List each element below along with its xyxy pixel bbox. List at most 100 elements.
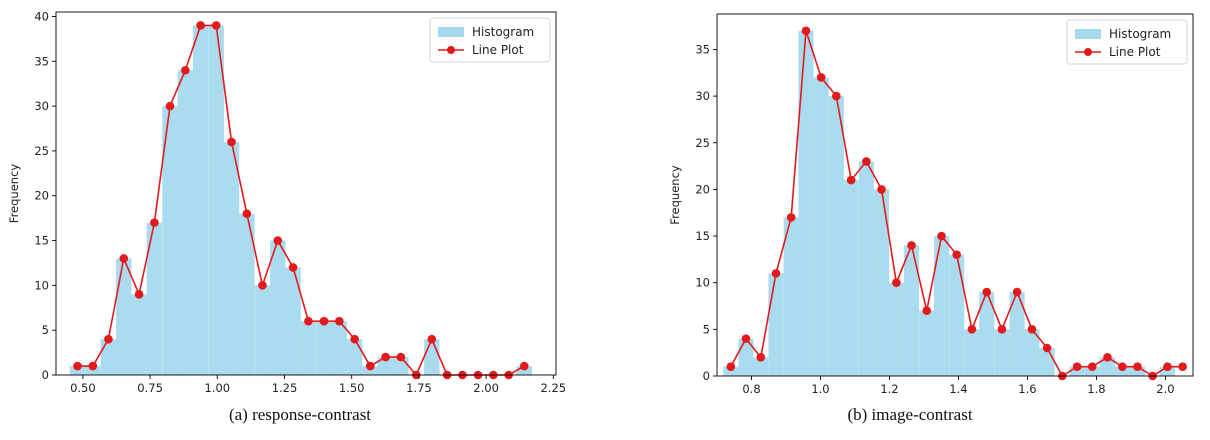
x-tick-label: 1.00 bbox=[204, 381, 230, 395]
x-tick-label: 0.75 bbox=[137, 381, 163, 395]
line-plot-point bbox=[319, 316, 329, 326]
line-plot-point bbox=[862, 157, 871, 166]
x-tick-label: 2.25 bbox=[541, 381, 567, 395]
histogram-bar bbox=[873, 189, 890, 376]
line-plot-point bbox=[519, 361, 529, 371]
x-tick-label: 1.4 bbox=[949, 382, 967, 396]
histogram-bar bbox=[177, 70, 194, 375]
line-plot-point bbox=[1072, 362, 1082, 371]
line-plot-point bbox=[181, 65, 190, 75]
histogram-bar bbox=[223, 141, 240, 375]
line-plot-point bbox=[288, 263, 298, 272]
histogram-bar bbox=[919, 310, 935, 376]
histogram-bar bbox=[362, 366, 378, 375]
y-tick-label: 15 bbox=[34, 234, 49, 248]
histogram-bar bbox=[949, 254, 965, 376]
histogram-bar bbox=[331, 321, 348, 375]
histogram-bar bbox=[1099, 357, 1115, 376]
histogram-bar bbox=[904, 245, 920, 376]
line-plot-point bbox=[741, 334, 751, 343]
histogram-bar bbox=[858, 161, 874, 376]
histogram-bar bbox=[1159, 366, 1176, 376]
histogram-bar bbox=[100, 339, 117, 375]
line-plot-point bbox=[937, 231, 946, 241]
line-plot-point bbox=[273, 236, 283, 245]
y-tick-label: 25 bbox=[34, 144, 49, 158]
line-plot-point bbox=[892, 278, 901, 288]
line-plot-point bbox=[335, 316, 344, 326]
line-plot-point bbox=[877, 185, 886, 194]
y-tick-label: 5 bbox=[42, 323, 49, 337]
legend-histogram-swatch bbox=[1075, 29, 1101, 39]
y-tick-label: 5 bbox=[703, 322, 710, 336]
legend-histogram-swatch bbox=[438, 27, 464, 37]
chart-0: 0.50 0.75 1.00 1.25 1.50 1.75 2.00 2.25 0 5 10 15 20… bbox=[7, 9, 566, 395]
histogram-bar bbox=[1129, 366, 1146, 376]
x-tick-label: 1.50 bbox=[339, 381, 365, 395]
line-plot-point bbox=[150, 218, 159, 227]
y-tick-label: 0 bbox=[703, 369, 710, 383]
x-tick-label: 1.6 bbox=[1018, 382, 1036, 396]
x-tick-label: 2.00 bbox=[473, 381, 499, 395]
line-plot-point bbox=[196, 21, 205, 30]
line-plot-point bbox=[1133, 362, 1142, 371]
y-tick-label: 10 bbox=[34, 278, 49, 292]
line-plot-point bbox=[1027, 325, 1037, 334]
line-plot-point bbox=[119, 254, 129, 263]
y-tick-label: 20 bbox=[34, 189, 49, 203]
legend-line-label: Line Plot bbox=[1109, 45, 1161, 59]
histogram-bar bbox=[516, 366, 532, 375]
histogram-bar bbox=[239, 213, 255, 375]
histogram-bar bbox=[738, 338, 754, 376]
histogram-bar bbox=[723, 366, 739, 376]
histogram-bar bbox=[1069, 366, 1085, 376]
histogram-bar bbox=[979, 292, 995, 376]
histogram-bar bbox=[270, 240, 286, 375]
y-tick-label: 30 bbox=[34, 99, 49, 113]
line-plot-point bbox=[997, 325, 1007, 334]
plot-frame bbox=[55, 11, 557, 376]
line-plot-point bbox=[1087, 362, 1097, 371]
histogram-bar bbox=[424, 339, 440, 375]
chart-1: 0.8 1.0 1.2 1.4 1.6 1.8 2.0 0 5 10 15 20 25 30 35 Frequ… bbox=[668, 13, 1194, 396]
line-plot-point bbox=[786, 213, 796, 222]
histogram-bar bbox=[783, 217, 799, 376]
histogram-bar bbox=[1114, 366, 1130, 376]
y-tick-label: 15 bbox=[695, 229, 710, 243]
x-tick-label: 2.0 bbox=[1156, 382, 1174, 396]
line-plot-point bbox=[258, 281, 267, 290]
line-plot-point bbox=[832, 91, 841, 101]
x-tick-label: 0.50 bbox=[70, 381, 96, 395]
line-plot-point bbox=[165, 101, 175, 111]
histogram-bar bbox=[192, 25, 209, 375]
line-plot-point bbox=[242, 209, 252, 218]
legend-histogram-label: Histogram bbox=[472, 25, 534, 39]
line-plot-point bbox=[756, 353, 766, 362]
histogram-bar bbox=[208, 25, 224, 375]
y-tick-label: 35 bbox=[34, 54, 49, 68]
histogram-bar bbox=[888, 282, 904, 376]
line-plot-point bbox=[907, 241, 916, 250]
plot-frame bbox=[716, 13, 1194, 377]
y-tick-label: 10 bbox=[695, 276, 710, 290]
histogram-bar bbox=[316, 321, 332, 375]
histogram-bar bbox=[1009, 292, 1025, 376]
histogram-bar bbox=[254, 285, 271, 375]
histogram-bar bbox=[346, 339, 363, 375]
legend: Histogram Line Plot bbox=[1066, 19, 1188, 65]
line-plot-point bbox=[1103, 353, 1112, 362]
legend-line-marker bbox=[447, 46, 455, 54]
histogram-bar bbox=[843, 180, 859, 376]
histogram-bar bbox=[934, 236, 950, 376]
x-tick-label: 0.8 bbox=[742, 382, 760, 396]
histogram-bar bbox=[131, 294, 147, 375]
y-tick-label: 25 bbox=[695, 136, 710, 150]
x-tick-label: 1.25 bbox=[272, 381, 298, 395]
line-plot-point bbox=[922, 306, 932, 315]
y-tick-label: 30 bbox=[695, 89, 710, 103]
line-plot-point bbox=[396, 352, 406, 362]
line-plot-point bbox=[801, 26, 811, 36]
line-plot-point bbox=[304, 316, 313, 326]
line-plot-point bbox=[952, 250, 962, 260]
